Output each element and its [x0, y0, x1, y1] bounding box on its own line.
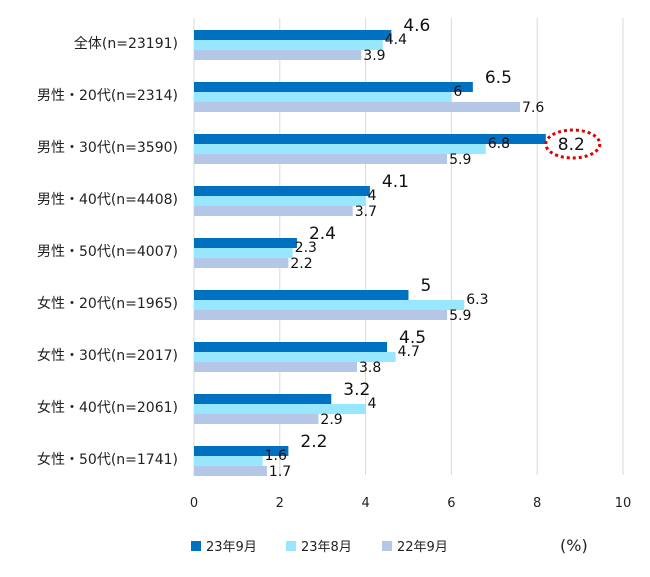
- category-labels: 全体(n=23191) 男性・20代(n=2314) 男性・30代(n=3590) 男…: [37, 35, 178, 468]
- value-label: 6: [453, 84, 462, 100]
- value-label: 2.4: [309, 224, 336, 244]
- bar: [194, 206, 353, 216]
- bar: [194, 30, 392, 40]
- value-label: 4.4: [385, 32, 407, 48]
- x-tick-label: 0: [190, 496, 198, 511]
- bar: [194, 342, 388, 352]
- value-label: 2.2: [290, 256, 312, 272]
- bar: [194, 92, 452, 102]
- value-label: 1.7: [269, 464, 291, 480]
- value-label: 3.2: [343, 380, 370, 400]
- bar: [194, 456, 263, 466]
- legend-swatch: [191, 541, 201, 551]
- bar: [194, 466, 267, 476]
- bar: [194, 134, 546, 144]
- x-unit-label: (%): [560, 536, 588, 555]
- value-label: 4.1: [382, 172, 409, 192]
- bar: [194, 310, 448, 320]
- highlight-group: [544, 128, 602, 160]
- category-label: 全体(n=23191): [74, 35, 178, 52]
- bar: [194, 394, 332, 404]
- value-label: 6.5: [485, 68, 512, 88]
- category-label: 女性・50代(n=1741): [37, 451, 178, 468]
- category-label: 男性・30代(n=3590): [37, 140, 178, 156]
- value-label: 4.7: [398, 344, 420, 360]
- value-label: 3.8: [359, 360, 381, 376]
- category-label: 男性・50代(n=4007): [37, 244, 178, 260]
- value-label: 4: [368, 396, 377, 412]
- bar: [194, 414, 319, 424]
- legend-label: 22年9月: [397, 540, 448, 555]
- legend: 23年9月 23年8月 22年9月: [191, 540, 448, 555]
- x-tick-label: 10: [615, 496, 632, 511]
- x-tick-labels: 0 2 4 6 8 10: [190, 496, 631, 511]
- bar: [194, 362, 358, 372]
- value-label: 2.2: [300, 432, 327, 452]
- bar: [194, 144, 486, 154]
- bar: [194, 300, 465, 310]
- bar: [194, 290, 409, 300]
- value-label: 5.9: [449, 152, 471, 168]
- bar: [194, 352, 396, 362]
- value-label: 6.8: [488, 136, 510, 152]
- legend-swatch: [286, 541, 296, 551]
- category-label: 女性・40代(n=2061): [37, 399, 178, 416]
- x-tick-label: 6: [447, 496, 455, 511]
- bar: [194, 154, 448, 164]
- value-label: 5: [421, 276, 432, 296]
- x-tick-label: 2: [276, 496, 284, 511]
- bar: [194, 446, 289, 456]
- x-tick-label: 4: [361, 496, 369, 511]
- category-label: 女性・20代(n=1965): [37, 295, 178, 312]
- category-label: 男性・20代(n=2314): [37, 88, 178, 104]
- bar: [194, 82, 473, 92]
- bars-group: [194, 30, 546, 476]
- bar: [194, 102, 521, 112]
- value-labels: 4.64.43.96.567.68.26.85.94.143.72.42.32.…: [265, 16, 585, 480]
- bar: [194, 238, 297, 248]
- value-label: 3.9: [363, 48, 385, 64]
- value-label: 6.3: [466, 292, 488, 308]
- legend-swatch: [382, 541, 392, 551]
- value-label: 4: [368, 188, 377, 204]
- value-label: 8.2: [558, 135, 585, 155]
- legend-label: 23年9月: [206, 540, 257, 555]
- value-label: 3.7: [355, 204, 377, 220]
- category-label: 女性・30代(n=2017): [37, 347, 178, 364]
- bar: [194, 40, 383, 50]
- value-label: 4.6: [403, 16, 430, 36]
- value-label: 4.5: [399, 328, 426, 348]
- value-label: 2.3: [295, 240, 317, 256]
- category-label: 男性・40代(n=4408): [37, 192, 178, 208]
- bar: [194, 248, 293, 258]
- value-label: 7.6: [522, 100, 544, 116]
- highlight-ellipse: [544, 128, 602, 160]
- value-label: 1.6: [265, 448, 287, 464]
- legend-label: 23年8月: [301, 540, 352, 555]
- value-label: 5.9: [449, 308, 471, 324]
- bar: [194, 50, 362, 60]
- x-tick-label: 8: [533, 496, 541, 511]
- value-label: 2.9: [320, 412, 342, 428]
- bar: [194, 404, 366, 414]
- bar: [194, 196, 366, 206]
- bar: [194, 258, 289, 268]
- bar: [194, 186, 370, 196]
